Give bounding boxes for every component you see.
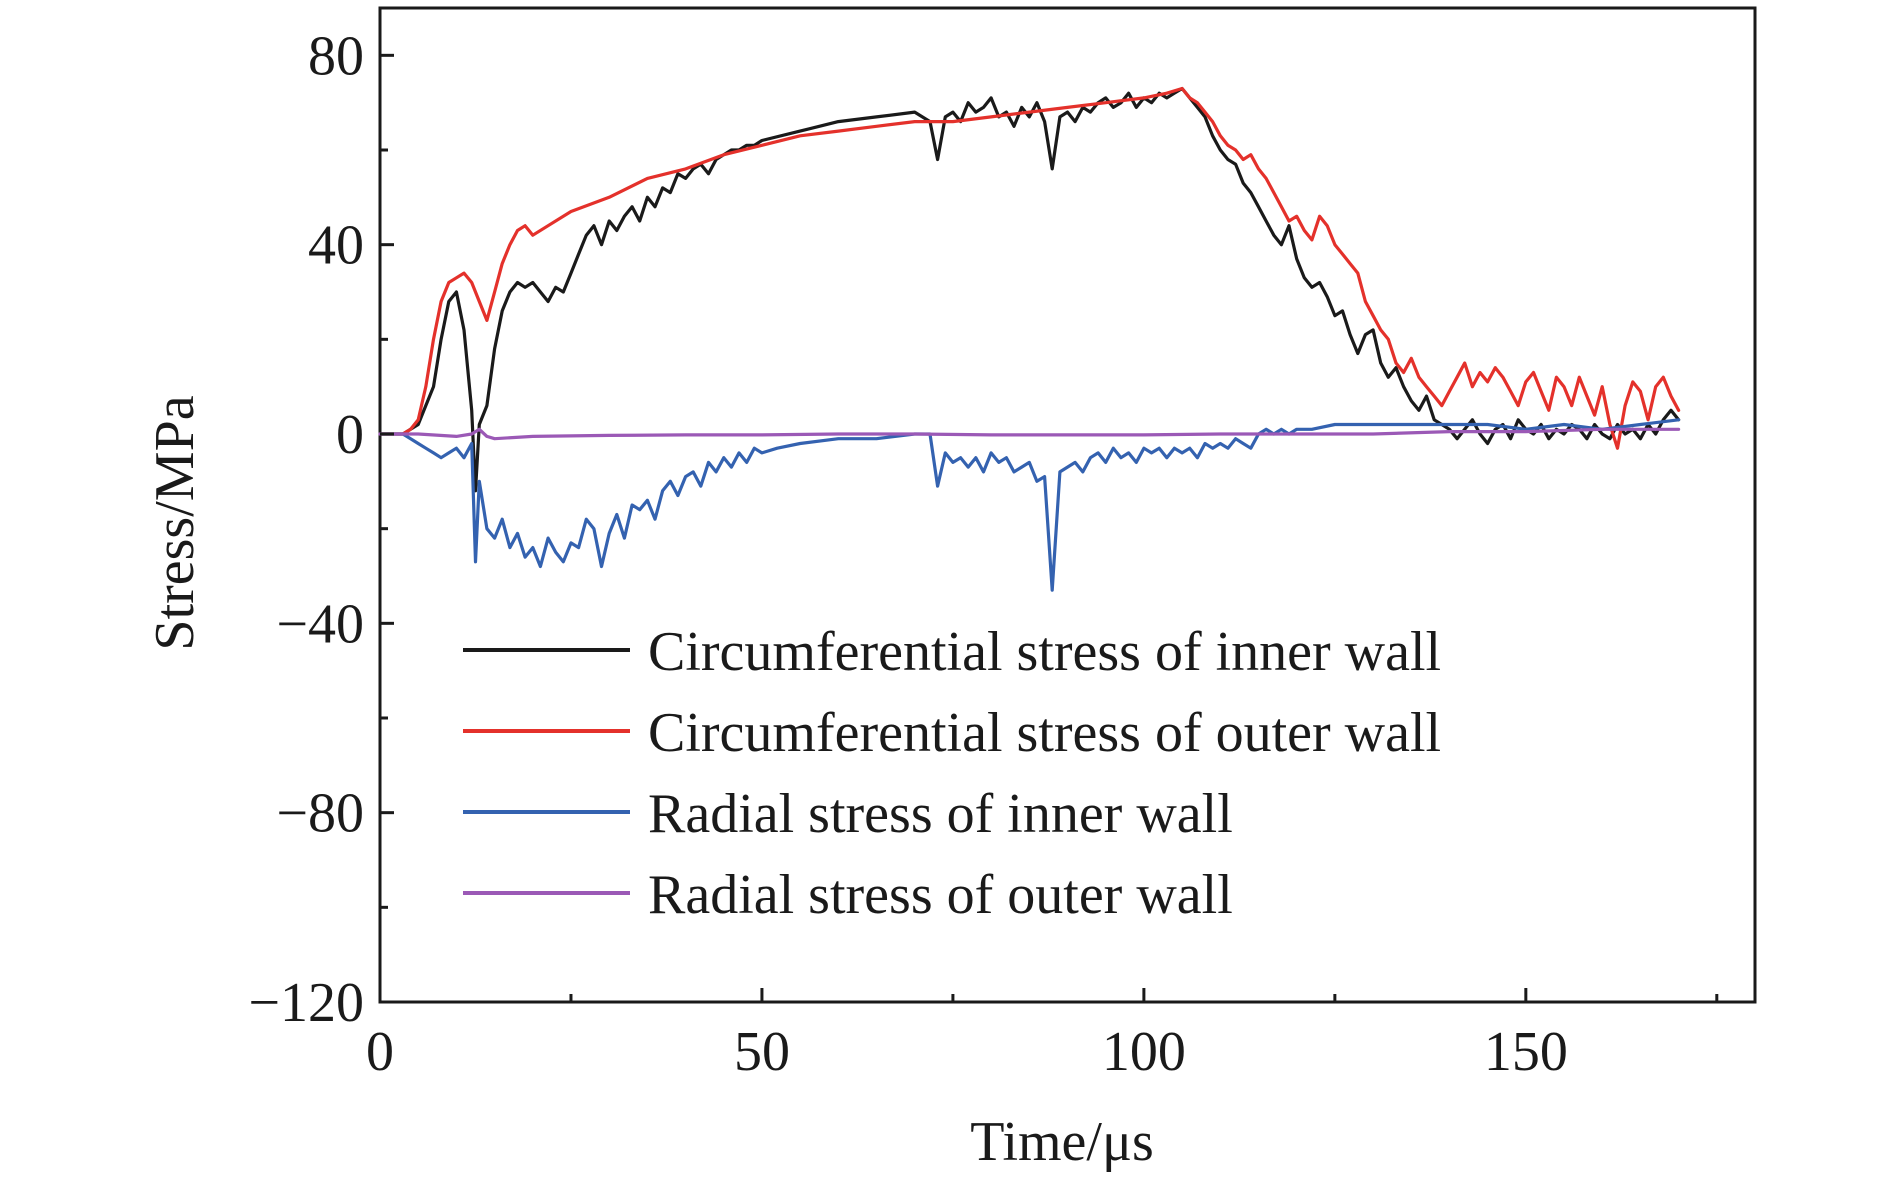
y-tick-label: 80 bbox=[308, 25, 364, 87]
y-tick-label: 0 bbox=[336, 404, 364, 466]
x-tick-label: 0 bbox=[366, 1021, 394, 1083]
series-line-outer-radial bbox=[378, 427, 1681, 441]
series-line-inner-radial bbox=[378, 418, 1681, 592]
series-line-outer-circumferential bbox=[378, 86, 1681, 450]
legend: Circumferential stress of inner wall Circ… bbox=[463, 621, 1441, 926]
legend-label-inner-circumferential: Circumferential stress of inner wall bbox=[648, 621, 1441, 683]
x-axis-title: Time/μs bbox=[970, 1111, 1154, 1173]
y-axis-title: Stress/MPa bbox=[144, 395, 206, 650]
x-tick-label: 150 bbox=[1484, 1021, 1568, 1083]
x-tick-label: 50 bbox=[734, 1021, 790, 1083]
y-tick-label: −120 bbox=[248, 972, 364, 1034]
plot-frame bbox=[378, 6, 1757, 1004]
y-tick-label: −40 bbox=[276, 593, 364, 655]
y-tick-label: 40 bbox=[308, 215, 364, 277]
y-tick-label: −80 bbox=[276, 783, 364, 845]
legend-label-outer-circumferential: Circumferential stress of outer wall bbox=[648, 702, 1441, 764]
x-tick-label: 100 bbox=[1102, 1021, 1186, 1083]
legend-label-outer-radial: Radial stress of outer wall bbox=[648, 864, 1233, 926]
legend-label-inner-radial: Radial stress of inner wall bbox=[648, 783, 1233, 845]
